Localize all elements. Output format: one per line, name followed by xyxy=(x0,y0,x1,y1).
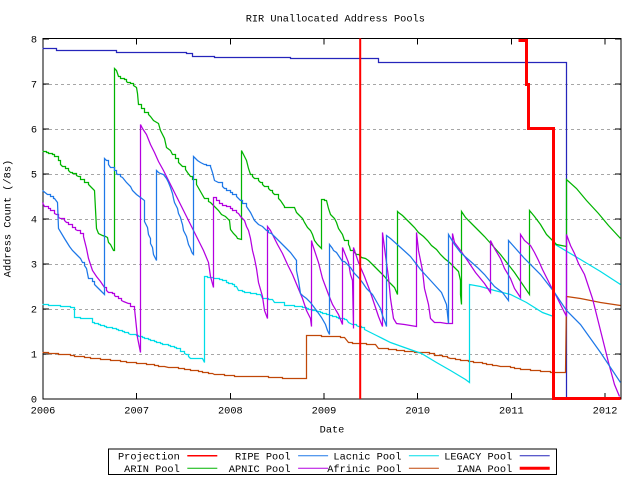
svg-text:1: 1 xyxy=(31,350,37,362)
svg-text:Afrinic Pool: Afrinic Pool xyxy=(327,464,401,476)
svg-text:0: 0 xyxy=(31,395,37,407)
svg-text:2007: 2007 xyxy=(124,406,149,418)
svg-text:6: 6 xyxy=(31,125,37,137)
svg-text:2011: 2011 xyxy=(499,406,524,418)
svg-text:ARIN Pool: ARIN Pool xyxy=(124,464,180,476)
svg-text:7: 7 xyxy=(31,80,37,92)
svg-text:2008: 2008 xyxy=(218,406,243,418)
svg-text:RIR Unallocated Address Pools: RIR Unallocated Address Pools xyxy=(246,14,425,26)
svg-text:RIPE Pool: RIPE Pool xyxy=(235,451,291,463)
svg-text:LEGACY Pool: LEGACY Pool xyxy=(444,451,512,463)
svg-text:APNIC Pool: APNIC Pool xyxy=(229,464,291,476)
svg-text:2009: 2009 xyxy=(312,406,337,418)
svg-text:4: 4 xyxy=(31,215,37,227)
svg-text:IANA Pool: IANA Pool xyxy=(457,464,513,476)
svg-text:2006: 2006 xyxy=(31,406,56,418)
svg-text:8: 8 xyxy=(31,35,37,47)
svg-text:Date: Date xyxy=(320,425,345,437)
svg-text:Lacnic Pool: Lacnic Pool xyxy=(333,451,401,463)
svg-text:Address Count (/8s): Address Count (/8s) xyxy=(3,160,15,277)
svg-text:2010: 2010 xyxy=(405,406,430,418)
svg-text:3: 3 xyxy=(31,260,37,272)
svg-text:2012: 2012 xyxy=(593,406,618,418)
svg-text:Projection: Projection xyxy=(118,451,180,463)
svg-text:2: 2 xyxy=(31,305,37,317)
svg-text:5: 5 xyxy=(31,170,37,182)
